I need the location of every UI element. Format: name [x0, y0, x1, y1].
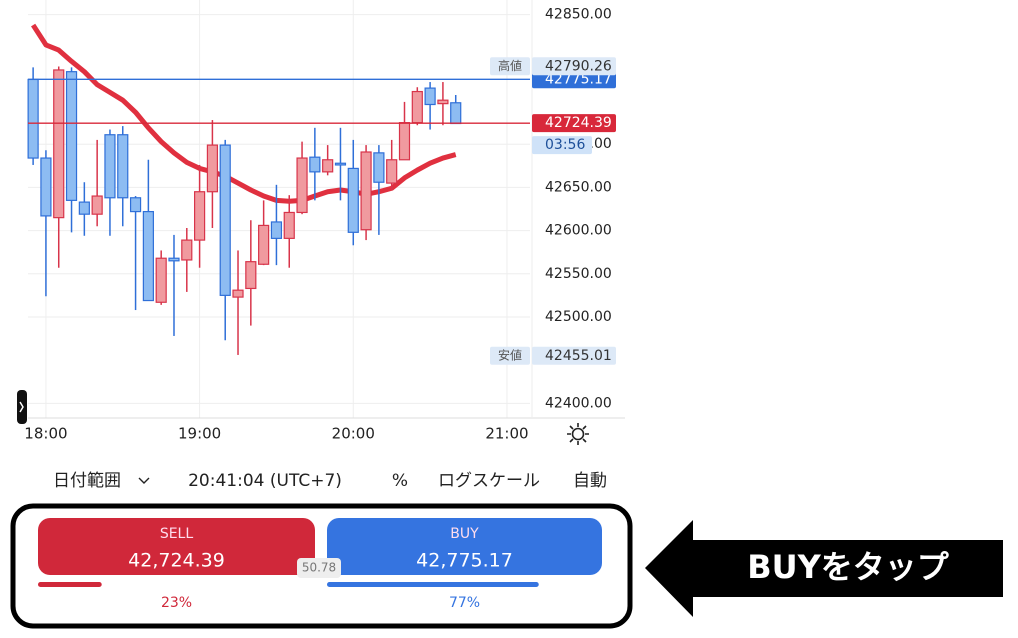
candle-body — [129, 197, 142, 213]
candle-body — [206, 144, 219, 193]
candle-body — [386, 159, 398, 184]
toolbar-percent[interactable]: % — [392, 471, 408, 491]
candle-body — [437, 99, 449, 105]
toolbar-time[interactable]: 20:41:04 (UTC+7) — [188, 471, 342, 491]
spread: 50.78 — [302, 561, 336, 575]
extreme-tag: 安値 — [498, 347, 522, 362]
toolbar-auto[interactable]: 自動 — [573, 471, 607, 491]
buy-button[interactable] — [327, 518, 602, 575]
candle-body — [245, 261, 257, 290]
sell-ratio-bar — [38, 582, 102, 587]
x-tick-label: 19:00 — [178, 425, 221, 443]
y-tick-label: 42600.00 — [545, 223, 612, 239]
y-tick-label: 42850.00 — [545, 7, 612, 23]
y-tick-label: 42400.00 — [545, 395, 612, 411]
candle-body — [424, 87, 436, 106]
candle-body — [219, 144, 231, 296]
candle-body — [142, 210, 154, 302]
candle-body — [27, 78, 39, 159]
price-label: 42775.17 — [545, 71, 612, 87]
x-tick-label: 21:00 — [485, 425, 528, 443]
countdown-box — [532, 136, 592, 155]
buy-label: BUY — [450, 526, 479, 542]
dropdown-icon — [138, 477, 150, 484]
candle-body — [168, 257, 180, 262]
candle-body — [450, 102, 462, 125]
sell-button[interactable] — [38, 518, 315, 575]
y-tick-label: 42500.00 — [545, 309, 612, 325]
highlight-frame — [10, 503, 633, 629]
candle-body — [258, 224, 270, 265]
side-tab-icon — [19, 401, 24, 413]
candle-body — [322, 159, 334, 173]
y-tick-label: 42550.00 — [545, 266, 612, 282]
candle-body — [283, 211, 295, 239]
candle-body — [296, 157, 308, 214]
x-tick-label: 20:00 — [332, 425, 375, 443]
sell-percent: 23% — [161, 595, 192, 611]
annotation-text: BUYをタップ — [747, 548, 950, 586]
extreme-value: 42790.26 — [545, 58, 612, 74]
extreme-tag-box — [490, 57, 530, 76]
candle-body — [411, 90, 423, 124]
extreme-value-box — [532, 346, 616, 365]
candle-body — [334, 162, 347, 166]
candle-body — [53, 69, 65, 219]
buy-ratio-bar — [327, 582, 539, 587]
candle-body — [232, 289, 244, 298]
annotation-box — [693, 540, 1003, 597]
candle-body — [398, 122, 411, 161]
candle-body — [309, 156, 321, 173]
sell-price: 42,724.39 — [128, 550, 225, 572]
candle-body — [91, 195, 103, 215]
extreme-tag: 高値 — [498, 58, 522, 73]
candle-body — [117, 134, 129, 199]
candle-body — [104, 134, 116, 199]
toolbar-range[interactable]: 日付範囲 — [53, 471, 121, 491]
moving-average — [31, 23, 457, 204]
price-label: 42724.39 — [545, 115, 612, 131]
buy-price: 42,775.17 — [416, 550, 513, 572]
candle-body — [360, 151, 372, 231]
price-label-box — [532, 114, 616, 133]
candle-body — [181, 239, 193, 261]
side-tab[interactable] — [17, 390, 27, 424]
countdown: 03:56 — [545, 137, 585, 153]
spread-box — [297, 558, 341, 578]
x-tick-label: 18:00 — [24, 425, 67, 443]
candle-body — [40, 157, 52, 217]
candle-body — [194, 191, 206, 241]
extreme-value-box — [532, 57, 616, 76]
y-tick-label: 42650.00 — [545, 179, 612, 195]
buy-percent: 77% — [449, 595, 480, 611]
extreme-tag-box — [490, 346, 530, 365]
candle-body — [78, 201, 90, 215]
settings-icon[interactable] — [567, 423, 589, 445]
candle-body — [65, 71, 78, 201]
sell-label: SELL — [160, 526, 194, 542]
candle-body — [347, 167, 359, 233]
annotation-arrow — [645, 520, 693, 617]
toolbar-log[interactable]: ログスケール — [438, 471, 540, 491]
candle-body — [373, 152, 385, 183]
candle-body — [155, 257, 167, 303]
extreme-value: 42455.01 — [545, 348, 612, 364]
candle-body — [270, 221, 283, 239]
